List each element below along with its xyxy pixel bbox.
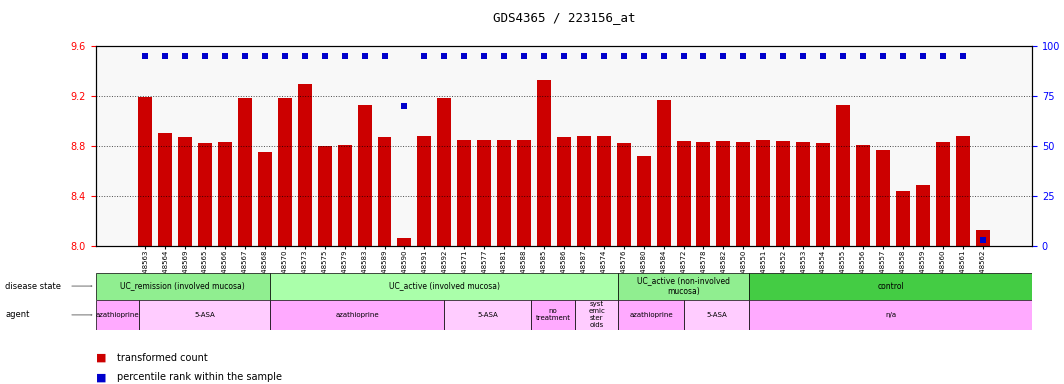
Bar [935, 142, 950, 246]
Bar [597, 136, 611, 246]
Bar [896, 191, 910, 246]
Text: transformed count: transformed count [117, 353, 207, 363]
Text: n/a: n/a [885, 312, 896, 318]
Bar [218, 142, 232, 246]
FancyBboxPatch shape [96, 273, 270, 300]
Bar [836, 105, 850, 246]
Bar [697, 142, 711, 246]
Bar [577, 136, 591, 246]
Text: UC_active (non-involved
mucosa): UC_active (non-involved mucosa) [637, 276, 730, 296]
Bar [238, 98, 252, 246]
Bar [417, 136, 431, 246]
Bar [677, 141, 691, 246]
Bar [138, 97, 152, 246]
Bar [517, 140, 531, 246]
Bar [437, 98, 451, 246]
Text: UC_active (involved mucosa): UC_active (involved mucosa) [388, 281, 500, 291]
Bar [318, 146, 332, 246]
FancyBboxPatch shape [575, 300, 618, 330]
Bar [257, 152, 272, 246]
FancyBboxPatch shape [270, 273, 618, 300]
FancyBboxPatch shape [444, 300, 531, 330]
Text: no
treatment: no treatment [535, 308, 570, 321]
FancyBboxPatch shape [96, 300, 139, 330]
Bar [537, 80, 551, 246]
Bar [796, 142, 810, 246]
Text: syst
emic
ster
oids: syst emic ster oids [588, 301, 605, 328]
Text: 5-ASA: 5-ASA [706, 312, 727, 318]
Bar [955, 136, 969, 246]
Bar [656, 100, 670, 246]
Text: UC_remission (involved mucosa): UC_remission (involved mucosa) [120, 281, 245, 291]
Bar [497, 140, 511, 246]
Bar [757, 140, 770, 246]
Bar [916, 185, 930, 246]
Text: azathioprine: azathioprine [96, 312, 139, 318]
FancyBboxPatch shape [749, 300, 1032, 330]
Text: disease state: disease state [5, 281, 62, 291]
FancyBboxPatch shape [749, 273, 1032, 300]
Bar [556, 137, 571, 246]
Bar [198, 143, 212, 246]
Bar [617, 143, 631, 246]
Text: azathioprine: azathioprine [629, 312, 672, 318]
Text: 5-ASA: 5-ASA [478, 312, 498, 318]
Bar [636, 156, 650, 246]
Bar [378, 137, 392, 246]
Text: ■: ■ [96, 353, 106, 363]
Text: percentile rank within the sample: percentile rank within the sample [117, 372, 282, 382]
FancyBboxPatch shape [139, 300, 270, 330]
Text: 5-ASA: 5-ASA [195, 312, 215, 318]
Bar [337, 145, 351, 246]
FancyBboxPatch shape [618, 300, 684, 330]
Bar [298, 83, 312, 246]
Bar [876, 150, 890, 246]
Bar [816, 143, 830, 246]
Text: azathioprine: azathioprine [335, 312, 379, 318]
Bar [159, 133, 172, 246]
Text: agent: agent [5, 310, 30, 319]
Bar [478, 140, 492, 246]
Bar [278, 98, 292, 246]
FancyBboxPatch shape [684, 300, 749, 330]
Text: ■: ■ [96, 372, 106, 382]
FancyBboxPatch shape [618, 273, 749, 300]
Bar [736, 142, 750, 246]
FancyBboxPatch shape [531, 300, 575, 330]
Bar [976, 230, 990, 246]
Bar [178, 137, 193, 246]
Text: GDS4365 / 223156_at: GDS4365 / 223156_at [493, 12, 635, 25]
Bar [716, 141, 730, 246]
Text: control: control [877, 281, 904, 291]
Bar [458, 140, 471, 246]
FancyBboxPatch shape [270, 300, 444, 330]
Bar [398, 238, 412, 246]
Bar [777, 141, 791, 246]
Bar [855, 145, 870, 246]
Bar [358, 105, 371, 246]
